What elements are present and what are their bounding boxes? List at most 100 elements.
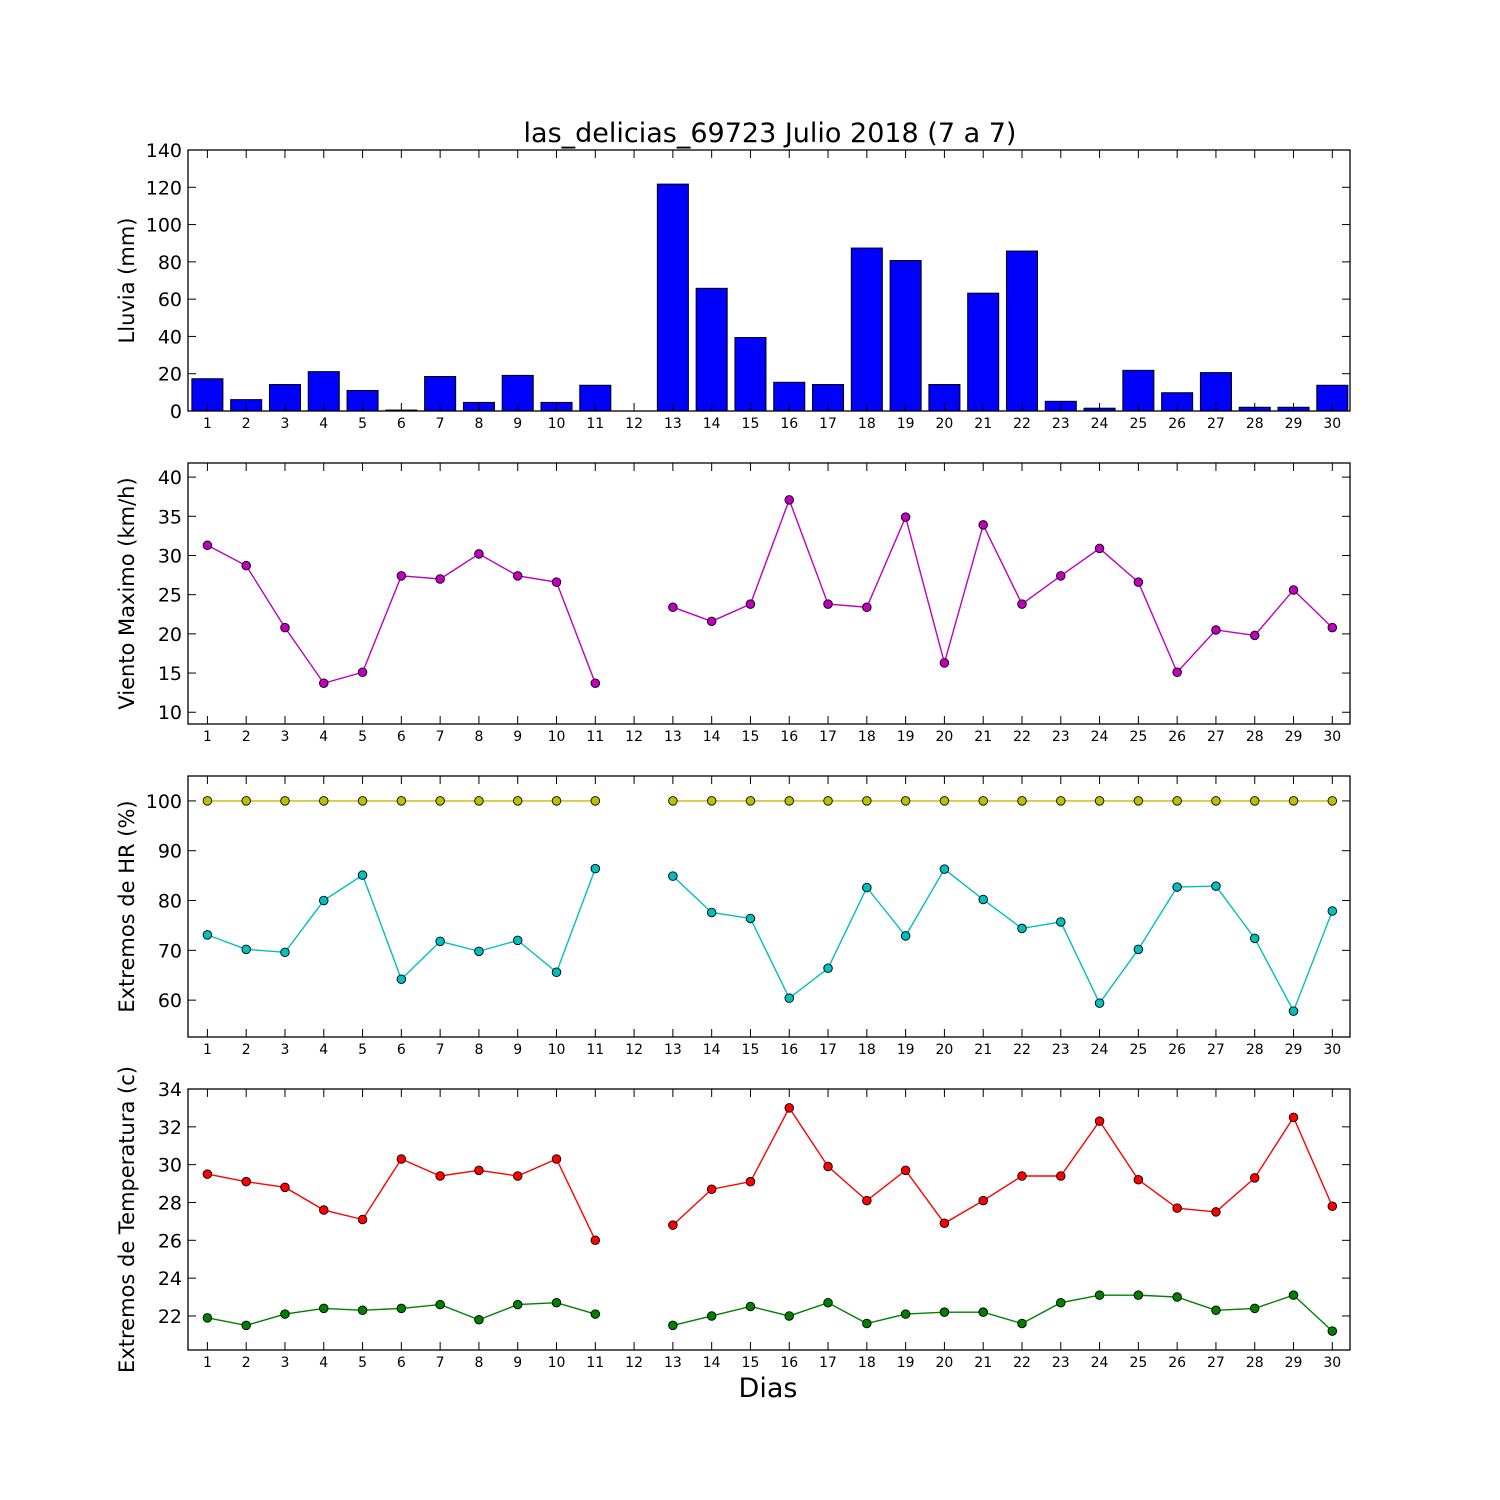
wind-y-tick-label: 10 [158,702,182,724]
temperature-series-1-point-day-14 [706,1184,717,1194]
rain-x-tick-label: 2 [242,416,251,432]
humidity-x-tick-label: 19 [897,1042,915,1058]
temperature-x-tick-label: 8 [474,1355,483,1371]
temperature-x-tick-label: 6 [397,1355,406,1371]
wind-series-1-point-day-15 [745,599,756,609]
humidity-x-tick-label: 25 [1129,1042,1147,1058]
humidity-series-2-point-day-20 [939,864,950,874]
temperature-y-tick-label: 26 [158,1230,182,1252]
humidity-series-2-point-day-27 [1211,881,1221,891]
temperature-series-2-point-day-15 [745,1301,756,1312]
humidity-x-tick-label: 2 [242,1042,251,1058]
wind-x-tick-label: 20 [935,729,953,745]
wind-series-1-point-day-27 [1211,625,1221,635]
humidity-y-axis-label: Extremos de HR (%) [115,800,139,1012]
temperature-series-1-point-day-2 [241,1176,251,1187]
wind-x-tick-label: 6 [397,729,406,745]
rain-x-tick-label: 4 [319,416,328,432]
humidity-x-tick-label: 27 [1207,1042,1225,1058]
wind-x-tick-label: 29 [1285,729,1303,745]
rain-bar-day-22 [1005,250,1038,412]
humidity-series-1-point-day-1 [202,796,213,806]
humidity-series-2-point-day-13 [668,871,678,881]
temperature-series-2-point-day-20 [939,1307,950,1317]
humidity-series-2-point-day-23 [1056,917,1066,927]
humidity-series-1-point-day-11 [590,796,601,806]
temperature-x-tick-label: 2 [242,1355,251,1371]
humidity-series-2-point-day-9 [512,935,523,946]
humidity-series-2-line [672,868,1333,1013]
humidity-series-2-point-day-26 [1172,882,1182,892]
wind-series-1-point-day-26 [1172,667,1182,678]
rain-x-tick-label: 29 [1285,416,1303,432]
wind-x-tick-label: 16 [780,729,798,745]
temperature-series-1-point-day-11 [590,1235,601,1246]
rain-bar-day-13 [656,183,689,412]
temperature-x-tick-label: 24 [1091,1355,1109,1371]
temperature-x-tick-label: 15 [742,1355,760,1371]
temperature-plot-frame [187,1088,1351,1351]
rain-x-tick-label: 24 [1091,416,1109,432]
humidity-x-tick-label: 13 [664,1042,682,1058]
humidity-x-tick-label: 11 [586,1042,604,1058]
temperature-series-2-point-day-13 [668,1320,678,1331]
rain-x-tick-label: 9 [513,416,522,432]
wind-series-1-point-day-6 [396,571,407,581]
temperature-series-2-point-day-6 [396,1303,407,1314]
temperature-x-tick-label: 18 [858,1355,876,1371]
wind-x-tick-label: 24 [1091,729,1109,745]
temperature-series-2-point-day-19 [900,1309,911,1319]
rain-y-tick-label: 120 [146,177,182,199]
temperature-series-2-point-day-5 [357,1305,368,1316]
humidity-series-1-point-day-4 [319,796,329,806]
humidity-series-2-point-day-28 [1249,933,1260,944]
humidity-series-2-point-day-4 [319,895,329,906]
humidity-x-tick-label: 1 [203,1042,212,1058]
rain-x-tick-label: 10 [548,416,566,432]
temperature-series-2-point-day-8 [474,1314,484,1325]
humidity-series-2-point-day-15 [745,913,756,924]
wind-series-1-point-day-29 [1288,585,1299,595]
rain-x-tick-label: 30 [1323,416,1341,432]
temperature-series-2-point-day-2 [241,1320,251,1331]
wind-x-tick-label: 3 [281,729,290,745]
temperature-series-2-point-day-27 [1211,1305,1221,1316]
rain-x-tick-label: 16 [780,416,798,432]
wind-series-1-point-day-18 [862,602,872,612]
rain-x-tick-label: 6 [397,416,406,432]
wind-x-tick-label: 10 [548,729,566,745]
wind-y-tick-label: 40 [158,467,182,489]
humidity-series-1-point-day-3 [280,796,290,806]
humidity-series-1-point-day-29 [1288,796,1299,806]
humidity-x-tick-label: 23 [1052,1042,1070,1058]
wind-series-1-point-day-3 [280,622,290,633]
humidity-series-1-point-day-20 [939,796,950,806]
humidity-series-2-point-day-14 [706,907,717,918]
humidity-series-1-point-day-18 [862,796,872,806]
wind-x-tick-label: 8 [474,729,483,745]
temperature-series-1-point-day-30 [1327,1201,1338,1212]
wind-y-tick-label: 25 [158,585,182,607]
humidity-x-tick-label: 22 [1013,1042,1031,1058]
humidity-x-tick-label: 29 [1285,1042,1303,1058]
humidity-series-2-point-day-21 [978,894,988,905]
temperature-x-tick-label: 26 [1168,1355,1186,1371]
wind-series-1-point-day-9 [512,571,523,581]
wind-x-tick-label: 12 [625,729,643,745]
temperature-x-tick-label: 25 [1129,1355,1147,1371]
wind-y-tick-label: 30 [158,545,182,567]
temperature-series-2-point-day-23 [1056,1297,1066,1308]
humidity-series-2-point-day-29 [1288,1006,1299,1016]
humidity-series-2-point-day-24 [1094,998,1105,1008]
wind-x-tick-label: 11 [586,729,604,745]
humidity-series-2-point-day-6 [396,974,407,984]
rain-x-tick-label: 1 [203,416,212,432]
humidity-x-tick-label: 9 [513,1042,522,1058]
wind-series-1-point-day-8 [474,549,484,559]
temperature-x-tick-label: 1 [203,1355,212,1371]
wind-series-1-point-day-10 [551,577,562,587]
humidity-x-tick-label: 26 [1168,1042,1186,1058]
